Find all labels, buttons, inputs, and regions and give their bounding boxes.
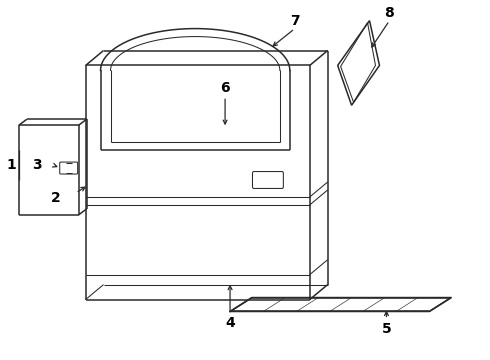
Text: 1: 1 — [6, 158, 16, 172]
Text: 5: 5 — [382, 323, 392, 337]
Text: 7: 7 — [290, 14, 299, 28]
Text: 6: 6 — [220, 81, 230, 95]
Text: 2: 2 — [51, 191, 61, 205]
Text: 8: 8 — [385, 6, 394, 20]
Text: 4: 4 — [225, 316, 235, 330]
FancyBboxPatch shape — [252, 171, 283, 189]
Text: 3: 3 — [32, 158, 42, 172]
FancyBboxPatch shape — [60, 162, 77, 174]
